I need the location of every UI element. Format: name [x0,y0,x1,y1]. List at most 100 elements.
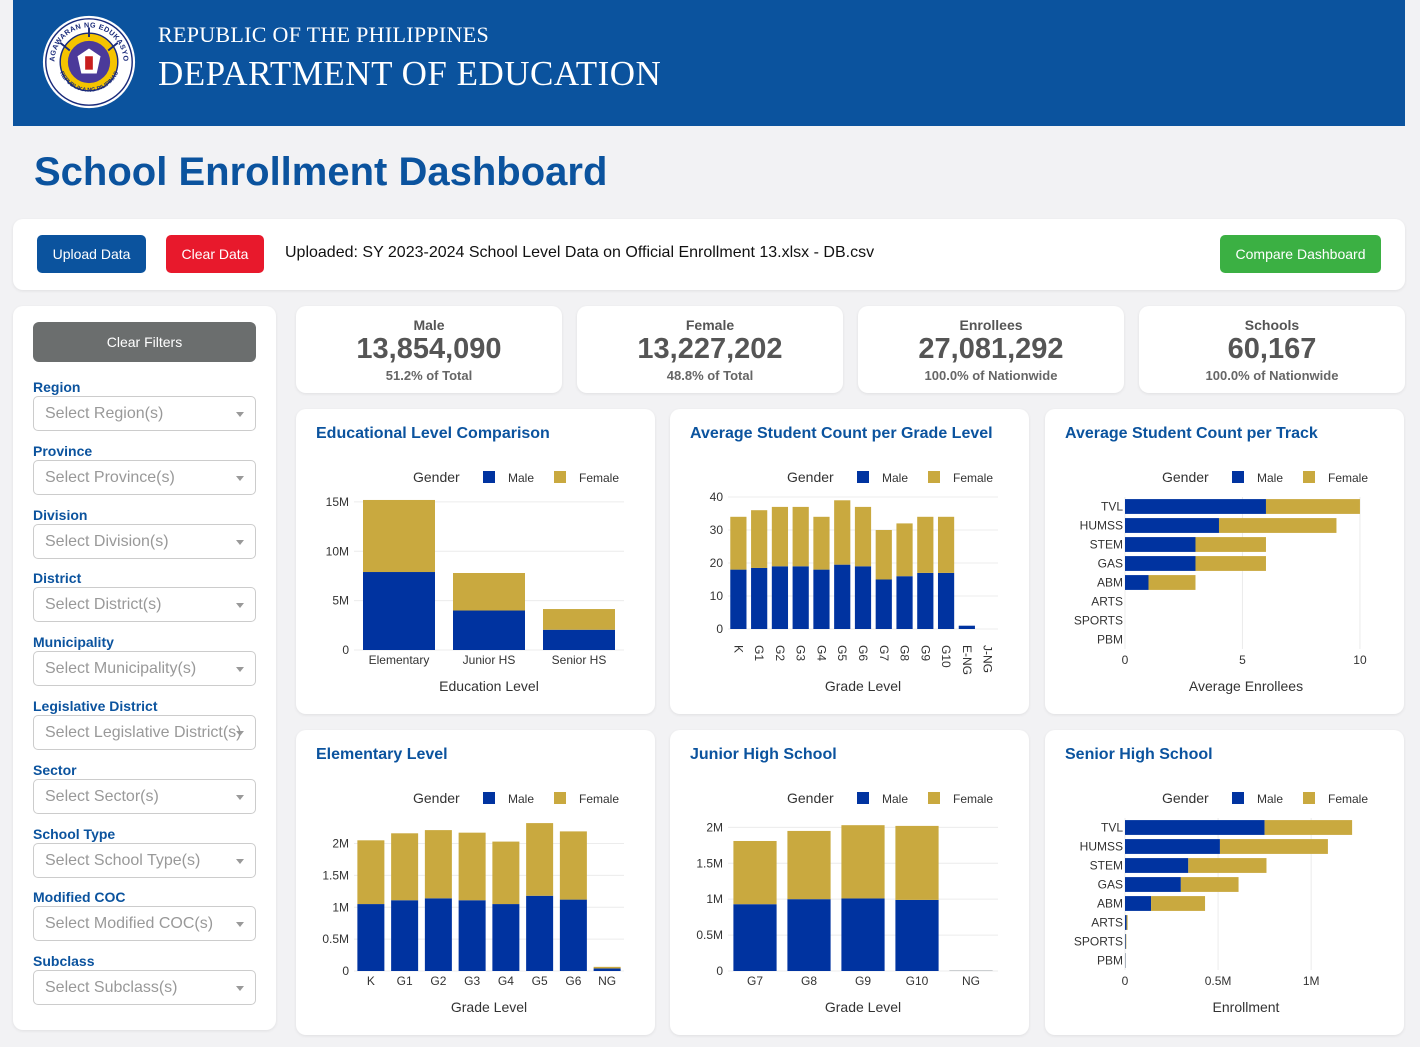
bar-female-g10 [895,825,939,900]
bar-female-g1 [751,510,768,568]
y-tick-label: 2M [706,820,723,834]
y-tick-label: 15M [326,495,349,509]
bar-male-g7 [733,904,777,971]
avg-track-chart: Gender Male Female 0 5 10 TVL HUMSS STEM GAS ABM AR… [1074,469,1368,694]
x-tick-label: 0 [1122,653,1129,667]
chart-card-junior-high: Junior High School Gender Male Female 0 0.5M… [670,730,1029,1035]
filter-select-school-type[interactable]: Select School Type(s) [33,842,256,878]
filter-select-legislative-district[interactable]: Select Legislative District(s) [33,715,256,750]
legend-label-female: Female [953,792,993,806]
filter-select-sector[interactable]: Select Sector(s) [33,778,256,814]
legend-swatch-female [554,471,566,483]
y-tick-label: PBM [1097,954,1123,968]
y-tick-label: GAS [1098,557,1123,571]
bar-male-elementary [363,572,435,650]
filter-select-modified-coc[interactable]: Select Modified COC(s) [33,906,256,942]
x-tick-label: G5 [532,974,548,988]
filter-select-division[interactable]: Select Division(s) [33,523,256,559]
bar-female-g2 [424,830,452,899]
bar-male-tvl [1125,499,1266,514]
legend-swatch-male [1232,792,1244,804]
bar-male-gas [1125,877,1181,892]
upload-data-button[interactable]: Upload Data [37,235,146,273]
bar-female-g6 [854,506,872,567]
x-axis-title: Grade Level [825,678,901,694]
kpi-enrollees: Enrollees 27,081,292 100.0% of Nationwid… [858,306,1124,393]
x-axis-title: Grade Level [451,999,527,1015]
chevron-down-icon[interactable] [236,794,244,800]
bar-female-g4 [813,516,830,570]
clear-filters-button[interactable]: Clear Filters [33,322,256,362]
x-axis-title: Education Level [439,678,539,694]
y-tick-label: SPORTS [1074,935,1123,949]
x-tick-label: K [731,645,745,653]
y-tick-label: 1M [332,900,349,914]
x-tick-label: G6 [565,974,581,988]
y-tick-label: STEM [1090,538,1123,552]
bar-female-arts [1126,915,1128,930]
x-tick-label: E-NG [960,645,974,675]
filter-select-district[interactable]: Select District(s) [33,587,256,623]
legend-label-female: Female [1328,792,1368,806]
bar-male-k [357,904,385,971]
legend-label-female: Female [953,471,993,485]
chart-card-elementary: Elementary Level Gender Male Female 0 0.5M 1M… [296,730,655,1035]
bar-male-stem [1125,537,1196,552]
y-tick-label: ARTS [1091,916,1123,930]
bar-male-g2 [424,898,452,971]
x-tick-label: 0 [1122,974,1129,988]
legend-swatch-male [483,792,495,804]
bar-female-stem [1195,537,1266,552]
clear-data-button[interactable]: Clear Data [166,235,264,273]
filter-placeholder: Select District(s) [45,596,162,614]
y-tick-label: ARTS [1091,595,1123,609]
filter-placeholder: Select Division(s) [45,532,169,550]
filter-select-province[interactable]: Select Province(s) [33,459,256,495]
filter-placeholder: Select Subclass(s) [45,979,178,997]
bar-female-g3 [792,506,809,567]
x-axis-title: Average Enrollees [1189,678,1303,694]
x-axis-title: Grade Level [825,999,901,1015]
y-tick-label: 40 [710,490,724,504]
y-tick-label: 2M [332,837,349,851]
kpi-label: Schools [1244,317,1300,333]
y-tick-label: SPORTS [1074,614,1123,628]
bar-male-g6 [559,899,587,971]
compare-dashboard-button[interactable]: Compare Dashboard [1220,235,1381,273]
x-tick-label: G2 [430,974,446,988]
educational-level-chart: Gender Male Female 0 5M 10M 15M Elementary Junio… [326,469,624,694]
bar-male-humss [1125,839,1220,854]
chevron-down-icon[interactable] [236,731,244,736]
filter-select-subclass[interactable]: Select Subclass(s) [33,970,256,1006]
chevron-down-icon[interactable] [236,412,244,417]
filter-label-legislative-district: Legislative District [33,698,158,714]
filter-label-subclass: Subclass [33,953,95,970]
bar-male-senior hs [543,629,615,650]
legend-label-female: Female [1328,471,1368,485]
x-tick-label: G1 [397,974,413,988]
chevron-down-icon[interactable] [236,858,244,864]
y-tick-label: 0.5M [696,928,723,942]
bar-female-g5 [526,823,554,896]
filter-label-division: Division [33,506,88,523]
chevron-down-icon[interactable] [236,603,244,609]
bar-male-g8 [896,576,913,629]
filter-select-region[interactable]: Select Region(s) [33,396,256,431]
bar-male-g9 [917,572,934,629]
bar-female-k [357,840,385,905]
filter-placeholder: Select Legislative District(s) [45,724,242,741]
y-tick-label: 10M [326,544,349,558]
chevron-down-icon[interactable] [236,922,244,928]
chevron-down-icon[interactable] [236,986,244,992]
x-tick-label: G10 [906,974,929,988]
chevron-down-icon[interactable] [236,539,244,545]
chevron-down-icon[interactable] [236,475,244,481]
x-tick-label: 5 [1239,653,1246,667]
bar-female-abm [1148,575,1196,590]
filter-select-municipality[interactable]: Select Municipality(s) [33,651,256,687]
bar-female-stem [1188,858,1267,873]
filter-placeholder: Select Sector(s) [45,787,159,805]
legend-label-female: Female [579,792,619,806]
chevron-down-icon[interactable] [236,667,244,673]
legend-title: Gender [1162,790,1209,806]
